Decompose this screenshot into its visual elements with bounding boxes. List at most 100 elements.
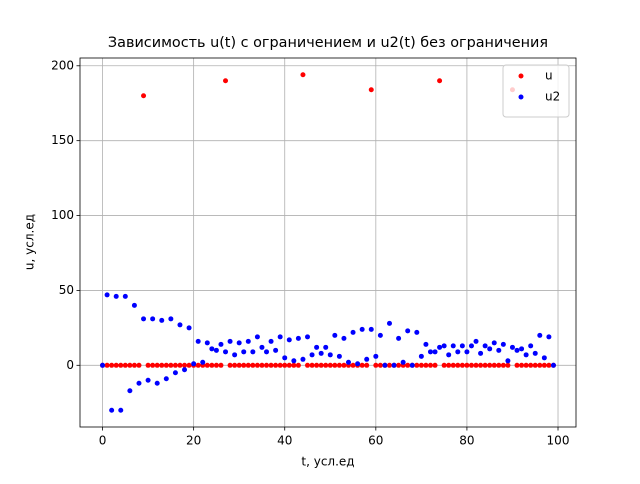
point — [145, 362, 151, 368]
point — [332, 362, 338, 368]
point — [423, 362, 429, 368]
point — [432, 362, 438, 368]
point — [368, 87, 374, 93]
point — [182, 367, 188, 373]
point — [414, 362, 420, 368]
point — [359, 362, 365, 368]
point — [336, 353, 342, 359]
point — [282, 355, 288, 361]
point — [309, 352, 315, 358]
point — [546, 334, 552, 340]
point — [446, 352, 452, 358]
point — [218, 341, 224, 347]
point — [259, 344, 265, 350]
point — [323, 362, 329, 368]
point — [464, 362, 470, 368]
point — [141, 316, 147, 322]
point — [459, 362, 465, 368]
point — [223, 78, 229, 84]
point — [400, 359, 406, 365]
y-axis-label: u, усл.ед — [23, 214, 37, 270]
point — [509, 344, 515, 350]
y-tick-label: 0 — [66, 358, 74, 372]
x-tick-label: 40 — [277, 434, 292, 448]
point — [232, 362, 238, 368]
x-axis-label: t, усл.ед — [301, 455, 354, 469]
point — [528, 362, 534, 368]
point — [100, 362, 106, 368]
point — [441, 343, 447, 349]
point — [546, 362, 552, 368]
point — [195, 362, 201, 368]
point — [314, 362, 320, 368]
point — [245, 338, 251, 344]
x-tick-label: 20 — [186, 434, 201, 448]
point — [227, 362, 233, 368]
point — [136, 380, 142, 386]
point — [204, 362, 210, 368]
point — [373, 353, 379, 359]
point — [127, 388, 133, 394]
point — [282, 362, 288, 368]
point — [323, 344, 329, 350]
point — [350, 362, 356, 368]
point — [305, 362, 311, 368]
point — [341, 362, 347, 368]
point — [500, 341, 506, 347]
point — [305, 334, 311, 340]
point — [131, 362, 137, 368]
point — [150, 316, 156, 322]
point — [163, 376, 169, 382]
point — [332, 332, 338, 338]
point — [427, 349, 433, 355]
point — [109, 362, 115, 368]
point — [154, 362, 160, 368]
point — [168, 316, 174, 322]
point — [482, 343, 488, 349]
point — [250, 349, 256, 355]
point — [186, 362, 192, 368]
point — [473, 338, 479, 344]
point — [437, 344, 443, 350]
point — [478, 350, 484, 356]
point — [268, 362, 274, 368]
point — [386, 362, 392, 368]
point — [519, 346, 525, 352]
point — [418, 362, 424, 368]
point — [159, 362, 165, 368]
point — [159, 317, 165, 323]
point — [373, 362, 379, 368]
point — [136, 362, 142, 368]
point — [468, 343, 474, 349]
point — [505, 362, 511, 368]
point — [528, 343, 534, 349]
point — [309, 362, 315, 368]
point — [209, 362, 215, 368]
point — [450, 343, 456, 349]
x-tick-label: 60 — [368, 434, 383, 448]
point — [218, 362, 224, 368]
point — [227, 338, 233, 344]
point — [273, 347, 279, 353]
point — [264, 349, 270, 355]
point — [141, 93, 147, 99]
point — [478, 362, 484, 368]
point — [113, 293, 119, 299]
point — [122, 362, 128, 368]
point — [104, 362, 110, 368]
point — [113, 362, 119, 368]
point — [405, 362, 411, 368]
point — [318, 350, 324, 356]
point — [409, 362, 415, 368]
point — [519, 362, 525, 368]
point — [277, 362, 283, 368]
point — [127, 362, 133, 368]
point — [473, 362, 479, 368]
point — [437, 78, 443, 84]
point — [405, 328, 411, 334]
point — [245, 362, 251, 368]
point — [286, 362, 292, 368]
point — [414, 329, 420, 335]
point — [355, 361, 361, 367]
